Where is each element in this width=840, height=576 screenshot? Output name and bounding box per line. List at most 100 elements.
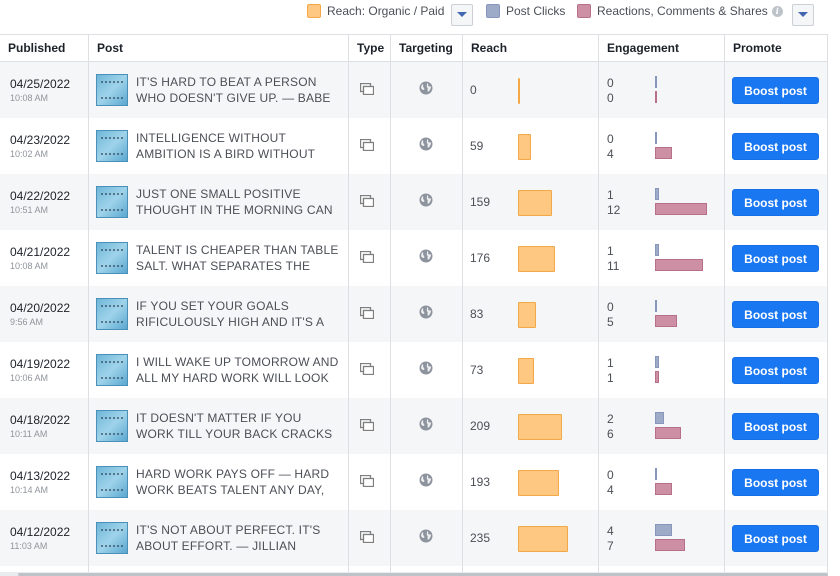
table-row[interactable]: 04/19/2022 10:06 AM I WILL WAKE UP TOMOR…: [0, 342, 828, 398]
post-clicks-bar: [655, 76, 657, 88]
post-clicks-value: 1: [607, 356, 614, 370]
album-icon: [360, 307, 374, 319]
post-clicks-value: 4: [607, 524, 614, 538]
reach-value: 159: [470, 195, 491, 209]
album-icon: [360, 475, 374, 487]
published-time: 10:02 AM: [10, 149, 49, 159]
reactions-value: 0: [607, 91, 614, 105]
reach-value: 235: [470, 531, 491, 545]
post-clicks-bar: [655, 468, 657, 480]
engagement-dropdown-button[interactable]: [792, 4, 814, 26]
table-row[interactable]: 04/21/2022 10:08 AM TALENT IS CHEAPER TH…: [0, 230, 828, 286]
post-thumbnail[interactable]: [96, 466, 128, 498]
post-thumbnail[interactable]: [96, 186, 128, 218]
post-text-link[interactable]: IT'S NOT ABOUT PERFECT. IT'S ABOUT EFFOR…: [136, 523, 321, 553]
boost-post-button[interactable]: Boost post: [732, 413, 819, 440]
post-text-link[interactable]: IF YOU SET YOUR GOALS RIFICULOUSLY HIGH …: [136, 299, 325, 329]
album-icon: [360, 363, 374, 375]
reactions-bar: [655, 427, 681, 439]
reach-bar: [518, 470, 559, 496]
col-promote[interactable]: Promote: [724, 35, 828, 62]
col-published[interactable]: Published: [8, 41, 66, 55]
boost-post-button[interactable]: Boost post: [732, 189, 819, 216]
table-row[interactable]: 04/12/2022 11:03 AM IT'S NOT ABOUT PERFE…: [0, 510, 828, 566]
post-thumbnail[interactable]: [96, 298, 128, 330]
album-icon: [360, 139, 374, 151]
post-thumbnail[interactable]: [96, 130, 128, 162]
boost-post-button[interactable]: Boost post: [732, 469, 819, 496]
horizontal-scrollbar-thumb[interactable]: [18, 573, 828, 576]
post-text-link[interactable]: INTELLIGENCE WITHOUT AMBITION IS A BIRD …: [136, 131, 316, 161]
reactions-bar: [655, 539, 685, 551]
posts-table-body: 04/25/2022 10:08 AM IT'S HARD TO BEAT A …: [0, 62, 828, 566]
col-type[interactable]: Type: [348, 35, 390, 62]
boost-post-button[interactable]: Boost post: [732, 525, 819, 552]
boost-post-button[interactable]: Boost post: [732, 357, 819, 384]
post-thumbnail[interactable]: [96, 522, 128, 554]
published-date: 04/20/2022: [10, 301, 71, 315]
album-icon: [360, 195, 374, 207]
table-row[interactable]: 04/23/2022 10:02 AM INTELLIGENCE WITHOUT…: [0, 118, 828, 174]
column-divider: [88, 34, 89, 574]
published-time: 10:06 AM: [10, 373, 49, 383]
post-text-link[interactable]: IT'S HARD TO BEAT A PERSON WHO DOESN'T G…: [136, 75, 331, 105]
post-text-link[interactable]: I WILL WAKE UP TOMORROW AND ALL MY HARD …: [136, 355, 339, 385]
post-text-link[interactable]: JUST ONE SMALL POSITIVE THOUGHT IN THE M…: [136, 187, 333, 217]
col-post[interactable]: Post: [88, 35, 348, 62]
published-date: 04/18/2022: [10, 413, 71, 427]
boost-post-button[interactable]: Boost post: [732, 245, 819, 272]
column-divider: [598, 34, 599, 574]
col-reach[interactable]: Reach: [462, 35, 598, 62]
reactions-bar: [655, 91, 657, 103]
col-targeting[interactable]: Targeting: [390, 35, 462, 62]
post-thumbnail[interactable]: [96, 354, 128, 386]
reach-value: 59: [470, 139, 484, 153]
post-text-link[interactable]: TALENT IS CHEAPER THAN TABLE SALT. WHAT …: [136, 243, 339, 273]
legend-engagement: Reactions, Comments & Shares i: [577, 4, 783, 18]
reactions-value: 12: [607, 203, 621, 217]
album-icon: [360, 83, 374, 95]
table-row[interactable]: 04/25/2022 10:08 AM IT'S HARD TO BEAT A …: [0, 62, 828, 118]
reach-value: 73: [470, 363, 484, 377]
col-engagement[interactable]: Engagement: [598, 35, 724, 62]
reach-value: 0: [470, 83, 477, 97]
reach-dropdown-button[interactable]: [451, 4, 473, 26]
chevron-down-icon: [798, 12, 808, 17]
post-thumbnail[interactable]: [96, 74, 128, 106]
table-header: Published Post Type Targeting Reach Enga…: [0, 34, 828, 62]
published-time: 10:14 AM: [10, 485, 49, 495]
globe-icon: [419, 361, 433, 375]
boost-post-button[interactable]: Boost post: [732, 133, 819, 160]
table-row[interactable]: 04/13/2022 10:14 AM HARD WORK PAYS OFF —…: [0, 454, 828, 510]
column-divider: [390, 34, 391, 574]
reactions-bar: [655, 147, 672, 159]
post-thumbnail[interactable]: [96, 242, 128, 274]
reach-bar: [518, 246, 555, 272]
post-text-link[interactable]: IT DOESN'T MATTER IF YOU WORK TILL YOUR …: [136, 411, 333, 441]
globe-icon: [419, 81, 433, 95]
boost-post-button[interactable]: Boost post: [732, 77, 819, 104]
post-thumbnail[interactable]: [96, 410, 128, 442]
album-icon: [360, 531, 374, 543]
globe-icon: [419, 193, 433, 207]
reach-bar: [518, 526, 568, 552]
reach-value: 83: [470, 307, 484, 321]
table-row[interactable]: 04/20/2022 9:56 AM IF YOU SET YOUR GOALS…: [0, 286, 828, 342]
info-icon[interactable]: i: [771, 5, 783, 17]
reach-bar: [518, 302, 536, 328]
reactions-bar: [655, 259, 703, 271]
post-clicks-value: 0: [607, 468, 614, 482]
published-time: 10:11 AM: [10, 429, 48, 439]
legend-reach-label: Reach: Organic / Paid: [327, 4, 445, 18]
table-row[interactable]: 04/22/2022 10:51 AM JUST ONE SMALL POSIT…: [0, 174, 828, 230]
reactions-bar: [655, 371, 659, 383]
table-row[interactable]: 04/18/2022 10:11 AM IT DOESN'T MATTER IF…: [0, 398, 828, 454]
boost-post-button[interactable]: Boost post: [732, 301, 819, 328]
reach-bar: [518, 414, 562, 440]
published-time: 11:03 AM: [10, 541, 48, 551]
reach-bar: [518, 78, 520, 104]
post-text-link[interactable]: HARD WORK PAYS OFF — HARD WORK BEATS TAL…: [136, 467, 330, 497]
post-clicks-value: 1: [607, 244, 614, 258]
reach-bar: [518, 190, 552, 216]
published-date: 04/25/2022: [10, 77, 71, 91]
